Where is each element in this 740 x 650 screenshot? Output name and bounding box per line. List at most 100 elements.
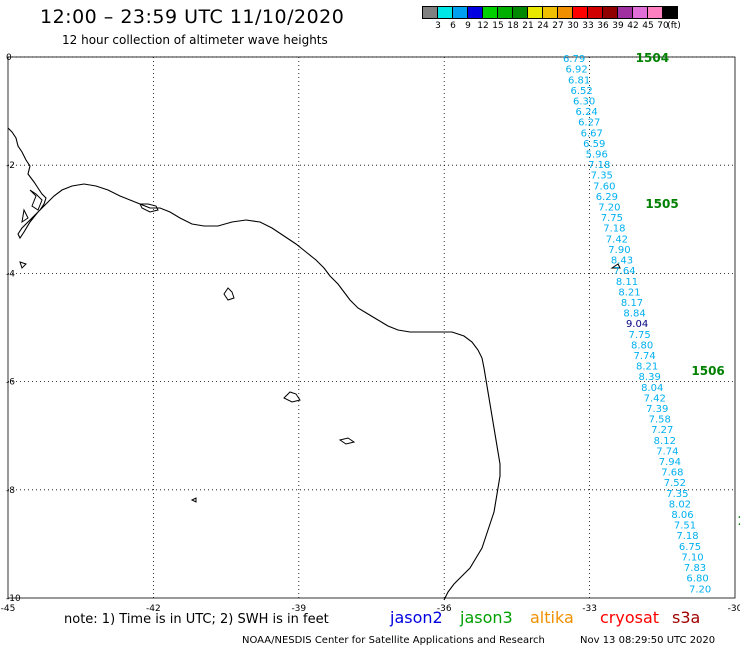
track-value: 7.10	[681, 552, 703, 563]
satellite-legend-jason3: jason3	[460, 608, 513, 627]
pass-labels: 1504 1505 1506 1507	[636, 51, 740, 528]
track-value: 7.75	[601, 213, 623, 224]
island-f	[190, 497, 197, 503]
track-value: 8.11	[616, 277, 638, 288]
color-scale-legend: 3 6 9 12 15 18 21 24 27 30 33 36 39 42 45 70 (ft)	[422, 6, 740, 31]
y-tick-label: -6	[6, 378, 15, 388]
footer-timestamp: Nov 13 08:29:50 UTC 2020	[580, 635, 716, 646]
track-value: 7.64	[613, 266, 635, 277]
footer-credit: NOAA/NESDIS Center for Satellite Applica…	[242, 635, 545, 646]
pass-number-label: 1505	[645, 197, 678, 211]
color-scale-label: 45	[642, 21, 654, 31]
color-scale-labels: 3 6 9 12 15 18 21 24 27 30 33 36 39 42 45 70 (ft)	[422, 19, 740, 31]
satellite-legend-jason2: jason2	[390, 608, 443, 627]
track-value: 8.17	[621, 298, 643, 309]
track-value: 8.02	[669, 499, 691, 510]
coastline	[7, 127, 501, 601]
coastline-detail	[21, 189, 43, 224]
color-scale-label: 12	[477, 21, 489, 31]
track-value: 8.43	[611, 256, 633, 267]
color-scale-unit: (ft)	[667, 21, 681, 31]
track-value: 6.27	[578, 118, 600, 129]
color-scale-label: 18	[507, 21, 519, 31]
track-value: 6.30	[573, 96, 595, 107]
color-scale-label: 9	[465, 21, 471, 31]
track-value: 6.92	[565, 65, 587, 76]
track-value: 7.20	[689, 584, 711, 595]
satellite-legend-altika: altika	[530, 608, 574, 627]
color-scale-label: 70	[657, 21, 669, 31]
axis-tick-labels: -45 -42 -39 -36 -33 -30 0 -2 -4 -6 -8 -10	[1, 53, 740, 614]
track-value: 8.84	[623, 309, 645, 320]
track-value: 6.59	[583, 139, 605, 150]
color-swatch	[662, 6, 678, 19]
color-scale-label: 3	[435, 21, 441, 31]
pass-number-label: 1504	[636, 51, 669, 65]
track-value: 7.74	[656, 446, 678, 457]
track-value: 7.42	[644, 393, 666, 404]
track-value: 8.21	[618, 287, 640, 298]
satellite-legend-cryosat: cryosat	[600, 608, 660, 627]
track-value: 7.74	[634, 351, 656, 362]
x-tick-label: -33	[582, 604, 597, 614]
footer-note: note: 1) Time is in UTC; 2) SWH is in fe…	[64, 612, 329, 627]
color-scale-label: 39	[612, 21, 624, 31]
x-tick-label: -30	[728, 604, 740, 614]
x-tick-label: -39	[291, 604, 306, 614]
track-value: 7.52	[664, 478, 686, 489]
track-value: 7.60	[593, 181, 615, 192]
track-value: 7.90	[608, 245, 630, 256]
track-value: 7.75	[628, 330, 650, 341]
track-value: 6.81	[568, 75, 590, 86]
track-value: 6.29	[596, 192, 618, 203]
track-value: 7.58	[649, 415, 671, 426]
track-value: 7.27	[651, 425, 673, 436]
track-value: 6.75	[679, 542, 701, 553]
page-title: 12:00 – 23:59 UTC 11/10/2020	[40, 6, 345, 28]
satellite-legend-s3a: s3a	[672, 608, 701, 627]
color-scale-label: 30	[567, 21, 579, 31]
island-a	[139, 203, 159, 213]
track-value: 7.20	[598, 203, 620, 214]
color-scale-label: 6	[450, 21, 456, 31]
track-value: 8.39	[639, 372, 661, 383]
pass-number-label: 1506	[691, 364, 724, 378]
track-value: 8.04	[641, 383, 663, 394]
color-scale-label: 27	[552, 21, 564, 31]
track-value: 7.35	[666, 489, 688, 500]
pass-number-label: 1507	[737, 514, 740, 528]
y-tick-label: -10	[6, 594, 21, 604]
track-value: 8.12	[654, 436, 676, 447]
track-value: 6.24	[576, 107, 598, 118]
track-value: 6.79	[563, 54, 585, 65]
track-value: 7.68	[661, 468, 683, 479]
altimeter-track: 6.796.926.816.526.306.246.276.676.595.96…	[563, 54, 711, 595]
x-tick-label: -42	[146, 604, 161, 614]
x-tick-label: -36	[437, 604, 452, 614]
y-tick-label: 0	[6, 53, 12, 63]
track-value: 7.35	[591, 171, 613, 182]
color-scale-swatches	[422, 6, 740, 19]
track-value: 8.80	[631, 340, 653, 351]
track-value: 7.18	[676, 531, 698, 542]
track-value: 7.39	[646, 404, 668, 415]
island-c	[283, 391, 301, 403]
island-b	[223, 287, 235, 301]
color-scale-label: 36	[597, 21, 609, 31]
y-tick-label: -8	[6, 486, 15, 496]
track-value: 6.80	[686, 574, 708, 585]
x-tick-label: -45	[1, 604, 16, 614]
island-e	[610, 263, 621, 269]
track-value: 9.04	[626, 319, 648, 330]
track-value: 7.51	[674, 521, 696, 532]
y-tick-label: -4	[6, 269, 15, 279]
y-tick-label: -2	[6, 161, 15, 171]
color-scale-label: 15	[492, 21, 504, 31]
color-scale-label: 21	[522, 21, 534, 31]
page-subtitle: 12 hour collection of altimeter wave hei…	[62, 33, 328, 47]
track-value: 7.42	[606, 234, 628, 245]
track-value: 6.67	[581, 128, 603, 139]
track-value: 5.96	[586, 150, 608, 161]
island-d	[338, 437, 356, 445]
island-g	[19, 261, 27, 269]
